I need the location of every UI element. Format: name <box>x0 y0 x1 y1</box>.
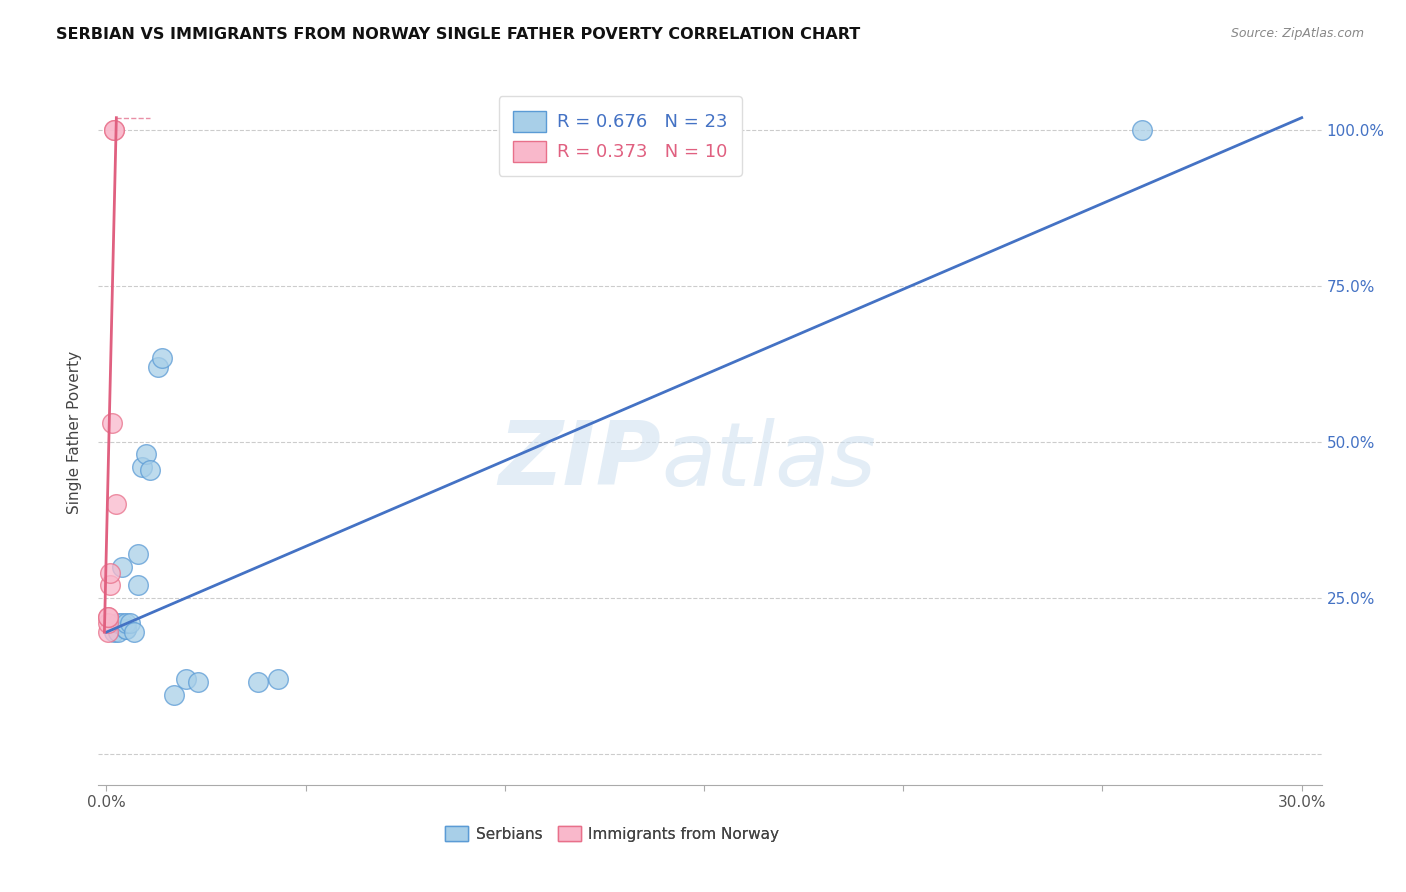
Point <box>1130 123 1153 137</box>
Point <box>127 547 149 561</box>
Point <box>107 615 129 630</box>
Point <box>100 578 122 592</box>
Point <box>103 123 125 137</box>
Legend: Serbians, Immigrants from Norway: Serbians, Immigrants from Norway <box>439 820 786 847</box>
Point <box>97 615 120 630</box>
Point <box>100 566 122 580</box>
Point <box>103 123 125 137</box>
Text: atlas: atlas <box>661 417 876 504</box>
Point <box>101 417 124 431</box>
Point <box>131 459 153 474</box>
Point <box>163 688 186 702</box>
Point <box>115 622 138 636</box>
Point <box>111 615 134 630</box>
Point <box>187 675 209 690</box>
Point <box>97 609 120 624</box>
Point <box>174 672 197 686</box>
Point <box>115 615 138 630</box>
Point <box>97 609 120 624</box>
Text: SERBIAN VS IMMIGRANTS FROM NORWAY SINGLE FATHER POVERTY CORRELATION CHART: SERBIAN VS IMMIGRANTS FROM NORWAY SINGLE… <box>56 27 860 42</box>
Point <box>139 463 162 477</box>
Text: ZIP: ZIP <box>498 417 661 504</box>
Y-axis label: Single Father Poverty: Single Father Poverty <box>67 351 83 514</box>
Point <box>267 672 290 686</box>
Point <box>105 497 128 511</box>
Point <box>135 447 157 461</box>
Point <box>97 625 120 640</box>
Point <box>107 625 129 640</box>
Text: Source: ZipAtlas.com: Source: ZipAtlas.com <box>1230 27 1364 40</box>
Point <box>148 360 170 375</box>
Point <box>111 559 134 574</box>
Point <box>120 615 142 630</box>
Point <box>150 351 173 365</box>
Point <box>127 578 149 592</box>
Point <box>246 675 269 690</box>
Point <box>103 625 125 640</box>
Point <box>115 622 138 636</box>
Point <box>124 625 146 640</box>
